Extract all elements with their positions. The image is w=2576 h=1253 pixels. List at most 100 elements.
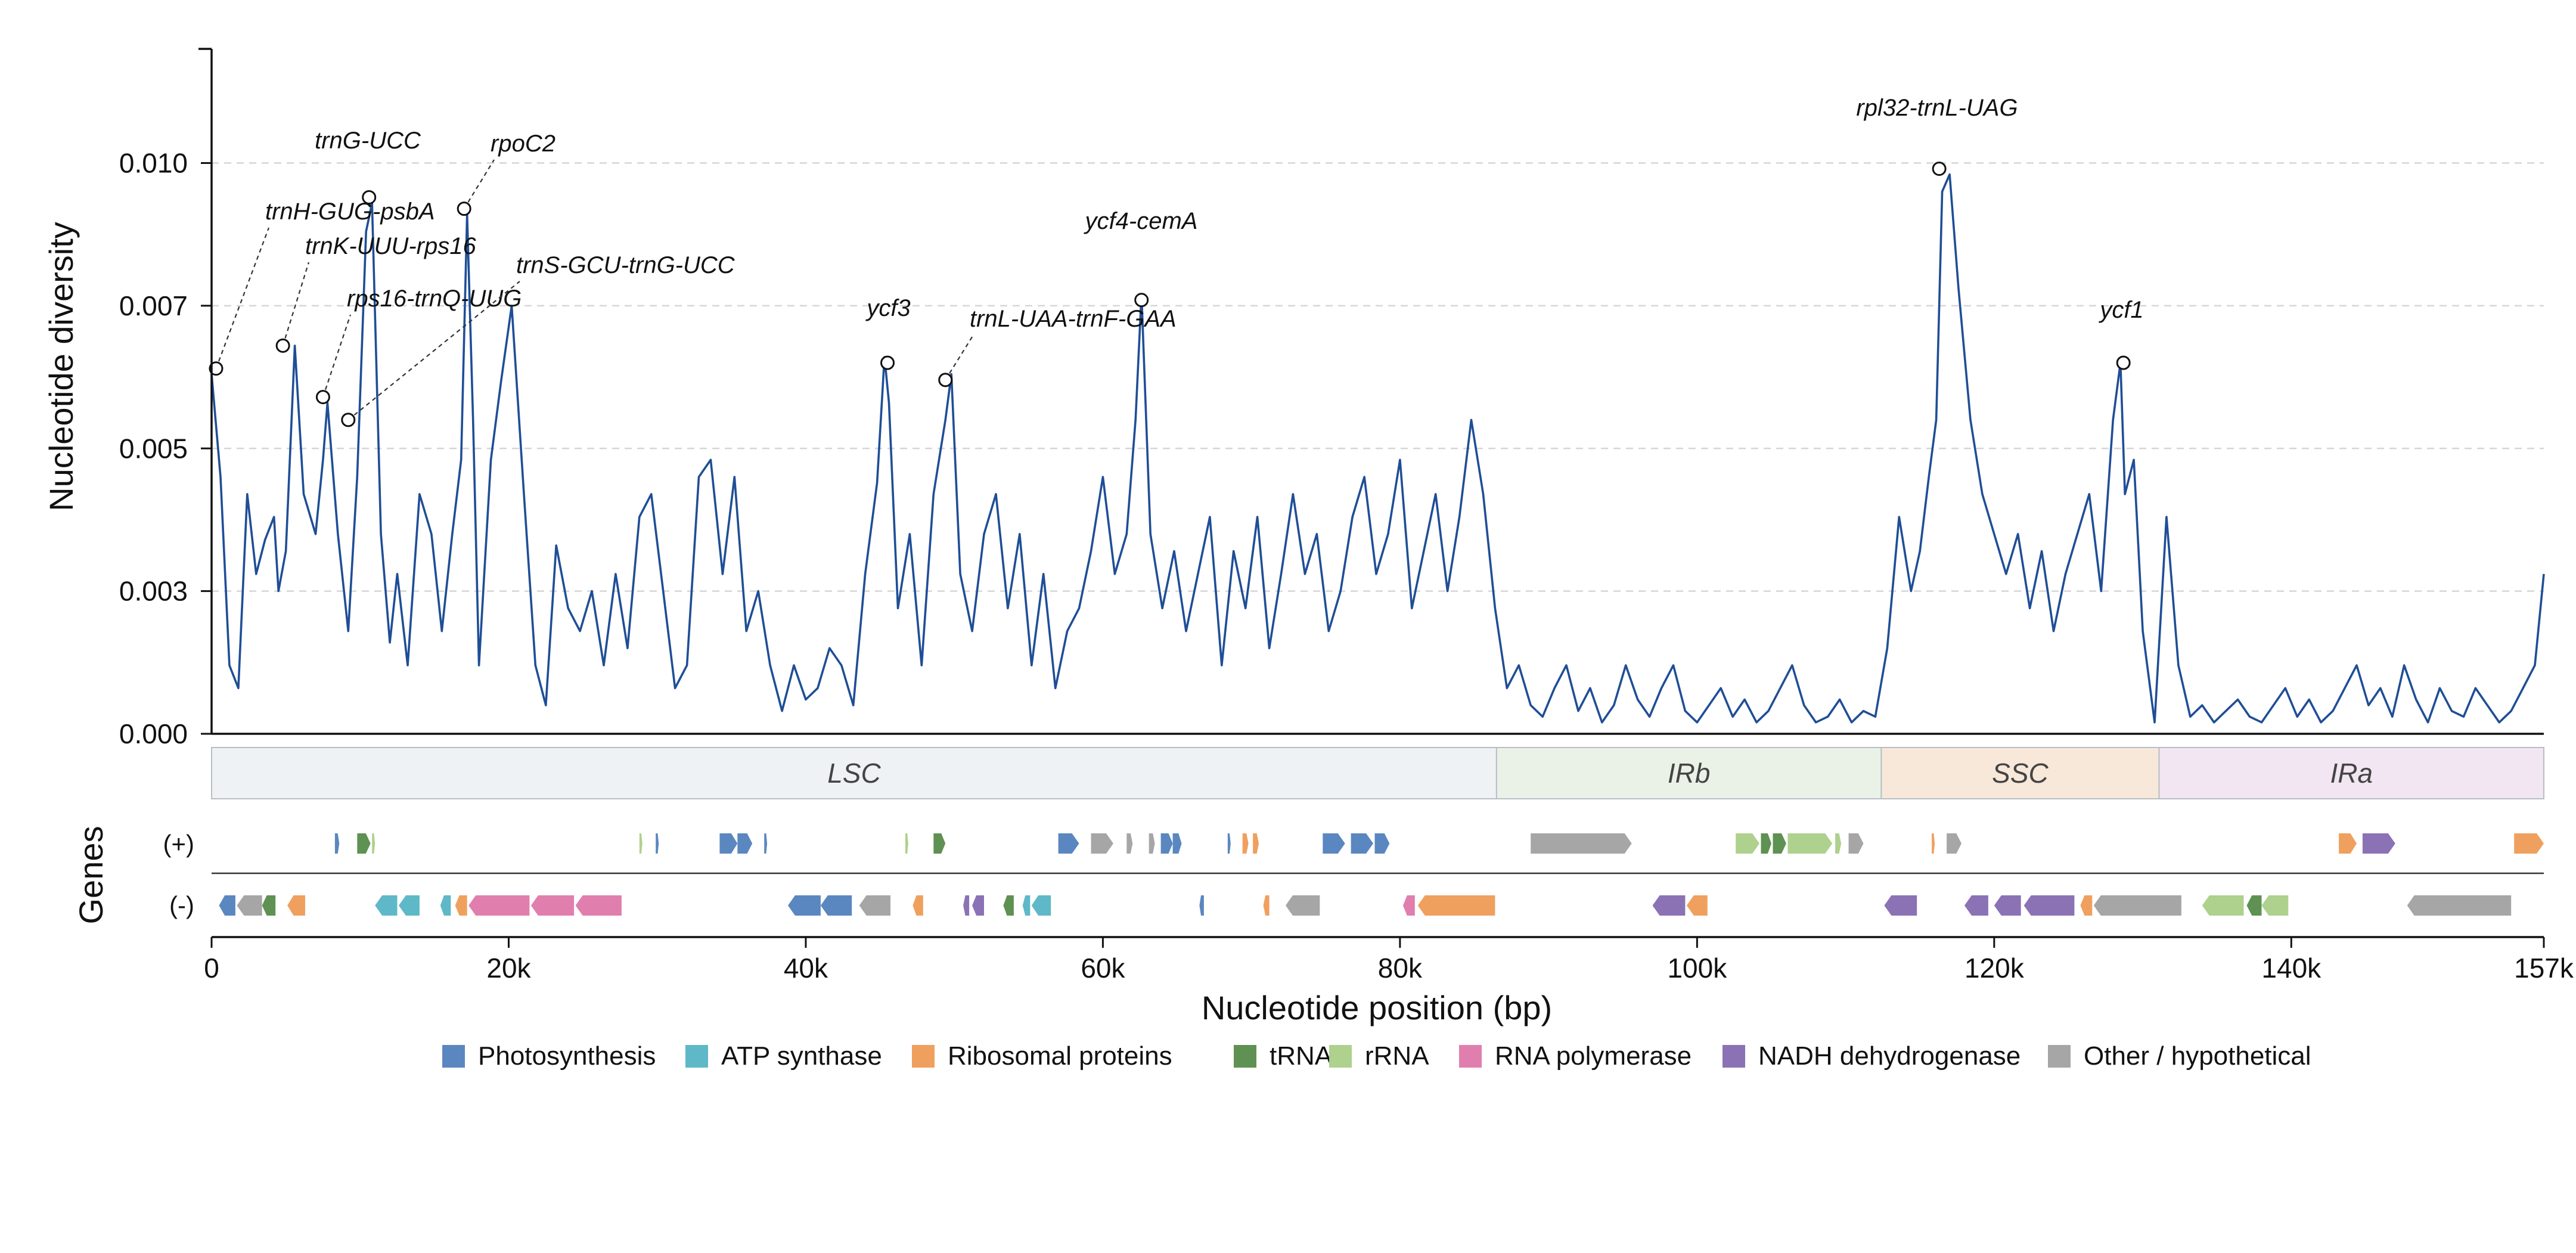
gene-plus xyxy=(1835,833,1842,854)
gene-plus xyxy=(1761,833,1771,854)
peak-label: trnH-GUG-psbA xyxy=(265,199,435,225)
legend-swatch-other xyxy=(2048,1045,2071,1068)
gene-minus xyxy=(1652,895,1686,916)
peak-annotations: trnH-GUG-psbA trnK-UUU-rps16 rps16-trnQ-UU… xyxy=(209,95,2144,427)
gene-minus xyxy=(2093,895,2181,916)
region-label: SSC xyxy=(1992,758,2049,789)
gene-minus xyxy=(399,895,420,916)
gene-plus xyxy=(1149,833,1155,854)
diversity-line xyxy=(210,173,2545,724)
gene-minus xyxy=(2407,895,2512,916)
minus-strand-label: (-) xyxy=(169,891,194,919)
peak-marker xyxy=(315,390,330,405)
y-tick-label: 0.005 xyxy=(119,433,188,464)
gene-plus xyxy=(1160,833,1173,854)
gene-minus xyxy=(972,895,984,916)
gene-minus xyxy=(1286,895,1320,916)
gene-minus xyxy=(2023,895,2075,916)
x-tick-label: 120k xyxy=(1964,953,2025,984)
gene-plus xyxy=(1351,833,1373,854)
legend-label-ribo: Ribosomal proteins xyxy=(948,1041,1172,1071)
gene-minus xyxy=(468,895,530,916)
peak-marker xyxy=(1134,293,1149,308)
plot-axes: 0.000 0.003 0.005 0.007 0.010 xyxy=(119,48,2544,749)
gene-plus xyxy=(639,833,643,854)
gene-plus xyxy=(2362,833,2395,854)
x-tick-label: 157k xyxy=(2514,953,2574,984)
peak-marker xyxy=(341,413,356,427)
peak-marker xyxy=(362,190,377,204)
peak-marker xyxy=(938,373,953,387)
peak-leader-line xyxy=(322,314,352,398)
peak-label: ycf1 xyxy=(2098,297,2143,323)
gene-minus xyxy=(1022,895,1031,916)
gene-minus xyxy=(575,895,622,916)
gene-minus xyxy=(2202,895,2244,916)
peak-label: trnL-UAA-trnF-GAA xyxy=(970,306,1177,332)
gene-plus xyxy=(1947,833,1962,854)
x-tick-label: 80k xyxy=(1378,953,1423,984)
peak-leader-line xyxy=(463,159,495,209)
gene-plus xyxy=(1773,833,1786,854)
gene-plus xyxy=(1932,833,1935,854)
peak-marker xyxy=(457,201,471,216)
peak-leader-line xyxy=(282,262,310,346)
gene-plus xyxy=(1242,833,1249,854)
legend-swatch-ribo xyxy=(912,1045,935,1068)
gene-minus xyxy=(1884,895,1917,916)
legend-swatch-photo xyxy=(442,1045,465,1068)
legend-swatch-rrna xyxy=(1329,1045,1352,1068)
gene-minus xyxy=(859,895,890,916)
peak-marker xyxy=(1932,162,1947,176)
legend-label-other: Other / hypothetical xyxy=(2084,1041,2311,1071)
peak-label: ycf4-cemA xyxy=(1084,208,1198,234)
gene-tracks: 0 20k 40k 60k 80k 100k 120k 140k 157k xyxy=(204,833,2574,984)
peak-marker xyxy=(2116,355,2131,370)
gene-plus xyxy=(1172,833,1182,854)
peak-leader-line xyxy=(215,227,270,369)
peak-marker xyxy=(880,355,895,370)
region-ira xyxy=(2158,747,2545,799)
gene-plus xyxy=(2339,833,2357,854)
plus-strand-label: (+) xyxy=(163,830,195,858)
gene-plus xyxy=(1126,833,1133,854)
gene-minus xyxy=(1003,895,1014,916)
gene-minus xyxy=(1686,895,1708,916)
gene-minus xyxy=(1417,895,1495,916)
gene-minus xyxy=(913,895,923,916)
x-tick-label: 100k xyxy=(1667,953,1727,984)
gene-minus xyxy=(1402,895,1415,916)
gene-minus xyxy=(2261,895,2289,916)
gene-minus xyxy=(375,895,398,916)
legend-swatch-ndh xyxy=(1722,1045,1745,1068)
region-lsc xyxy=(211,747,1497,799)
gene-plus xyxy=(719,833,738,854)
gridlines xyxy=(212,162,2544,592)
legend-label-rnapol: RNA polymerase xyxy=(1495,1041,1692,1071)
legend-swatch-atp xyxy=(685,1045,708,1068)
y-axis-title: Nucleotide diversity xyxy=(42,222,80,511)
gene-minus xyxy=(219,895,235,916)
gene-minus xyxy=(2246,895,2262,916)
peak-label: trnS-GCU-trnG-UCC xyxy=(516,252,735,278)
gene-plus xyxy=(1787,833,1833,854)
y-tick-label: 0.000 xyxy=(119,718,188,749)
peak-label: ycf3 xyxy=(865,295,910,321)
gene-plus xyxy=(764,833,768,854)
gene-minus xyxy=(963,895,970,916)
x-axis-title: Nucleotide position (bp) xyxy=(1202,989,1552,1026)
x-tick-label: 60k xyxy=(1081,953,1125,984)
gene-minus xyxy=(1263,895,1270,916)
gene-plus xyxy=(1091,833,1113,854)
region-label: LSC xyxy=(827,758,881,789)
peak-leader-line xyxy=(347,281,520,421)
gene-plus xyxy=(357,833,371,854)
gene-minus xyxy=(788,895,821,916)
peak-marker xyxy=(275,338,290,353)
peak-marker xyxy=(209,361,224,376)
x-tick-label: 40k xyxy=(784,953,828,984)
region-ssc xyxy=(1880,747,2160,799)
y-tick-label: 0.007 xyxy=(119,290,188,321)
genome-region-bar: LSC IRb SSC IRa xyxy=(211,747,2545,799)
